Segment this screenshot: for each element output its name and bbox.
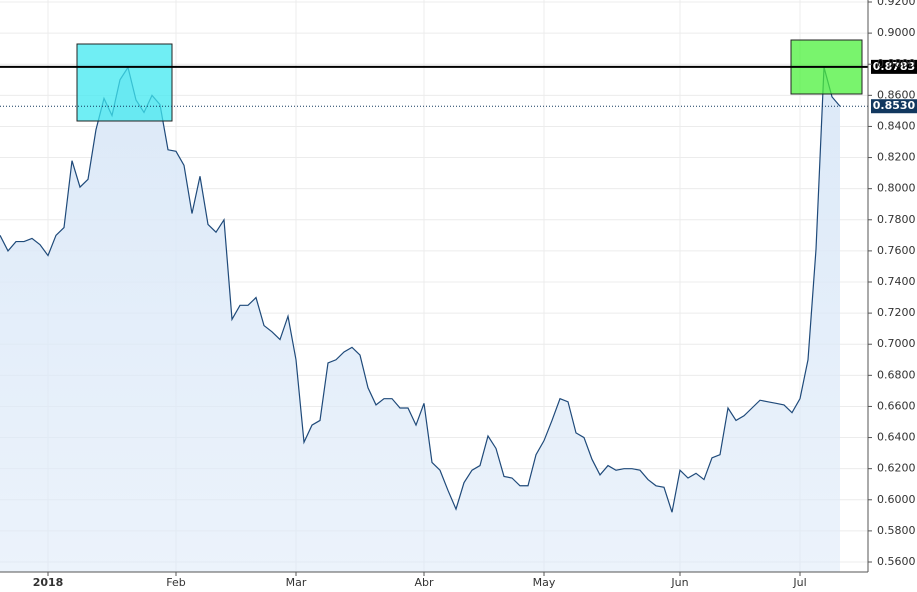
x-tick-label: Abr	[414, 576, 434, 589]
y-tick-label: 0.5800	[877, 524, 916, 537]
y-tick-label: 0.7600	[877, 244, 916, 257]
x-tick-label: Jun	[670, 576, 688, 589]
y-tick-label: 0.7800	[877, 213, 916, 226]
y-tick-label: 0.8000	[877, 182, 916, 195]
y-tick-label: 0.8800	[877, 57, 916, 70]
y-tick-label: 0.7000	[877, 337, 916, 350]
y-tick-label: 0.9200	[877, 0, 916, 8]
price-tag	[871, 59, 917, 74]
y-tick-label: 0.8200	[877, 151, 916, 164]
area	[0, 67, 840, 572]
y-tick-label: 0.6000	[877, 493, 916, 506]
x-tick-label: 2018	[33, 576, 64, 589]
axis-labels: 0.5600 0.5800 0.6000 0.6200 0.6400 0.6600 0.68…	[33, 0, 916, 589]
x-tick-label: Mar	[286, 576, 307, 589]
y-tick-label: 0.7400	[877, 275, 916, 288]
highlight-box	[76, 43, 173, 122]
x-tick-label: May	[533, 576, 556, 589]
y-tick-label: 0.6800	[877, 368, 916, 381]
y-tick-label: 0.6600	[877, 399, 916, 412]
y-tick-label: 0.6200	[877, 462, 916, 475]
price-tag-label: 0.8530	[873, 99, 916, 112]
price-tag	[871, 99, 917, 114]
price-lines: 0.8783 0.8530	[0, 59, 917, 114]
y-tick-label: 0.9000	[877, 26, 916, 39]
y-tick-label: 0.7200	[877, 306, 916, 319]
y-tick-label: 0.8600	[877, 88, 916, 101]
plot	[0, 65, 841, 572]
x-tick-label: Jul	[792, 576, 806, 589]
y-tick-label: 0.8400	[877, 119, 916, 132]
x-tick-label: Feb	[166, 576, 185, 589]
price-tag-label: 0.8783	[873, 60, 915, 73]
y-tick-label: 0.6400	[877, 431, 916, 444]
y-tick-label: 0.5600	[877, 555, 916, 568]
